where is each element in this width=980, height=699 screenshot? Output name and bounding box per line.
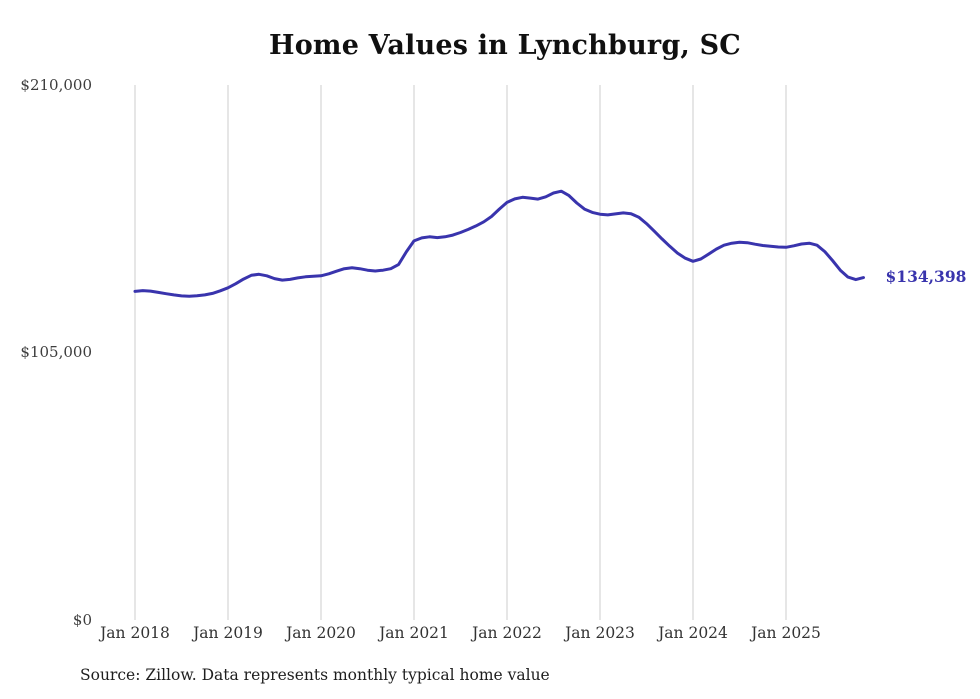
x-axis-tick-jan-2020: Jan 2020 — [286, 624, 356, 642]
x-axis-tick-jan-2022: Jan 2022 — [472, 624, 542, 642]
y-axis-tick-210000: $210,000 — [20, 76, 92, 94]
y-axis-tick-0: $0 — [72, 611, 92, 629]
chart-title: Home Values in Lynchburg, SC — [269, 30, 741, 61]
latest-value-label: $134,398 — [885, 266, 967, 286]
x-axis-tick-jan-2021: Jan 2021 — [379, 624, 449, 642]
x-axis-tick-jan-2025: Jan 2025 — [751, 624, 821, 642]
source-note: Source: Zillow. Data represents monthly … — [80, 666, 550, 684]
y-axis-tick-105000: $105,000 — [20, 343, 92, 361]
x-axis-tick-jan-2024: Jan 2024 — [658, 624, 728, 642]
home-value-line — [133, 189, 865, 298]
x-axis-tick-jan-2019: Jan 2019 — [193, 624, 263, 642]
x-axis-tick-jan-2018: Jan 2018 — [100, 624, 170, 642]
x-axis-tick-jan-2023: Jan 2023 — [565, 624, 635, 642]
